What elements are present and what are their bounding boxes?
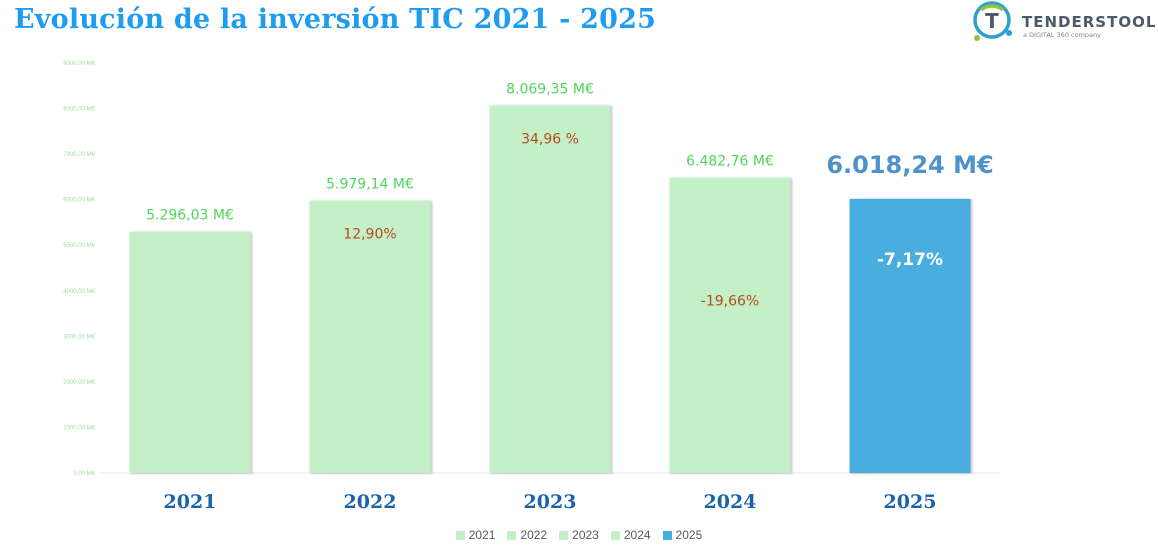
legend-label: 2022: [520, 528, 548, 542]
bars: 5.296,03 M€ 2021 5.979,14 M€ 12,90% 2022 8.06…: [129, 81, 994, 513]
y-tick-label: 5000,00 M€: [63, 243, 95, 249]
y-tick-label: 9000,00 M€: [63, 61, 95, 67]
category-label-2025: 2025: [884, 491, 937, 513]
bar-2021: [129, 231, 251, 473]
change-label-2025: -7,17%: [877, 250, 943, 270]
y-tick-label: 6000,00 M€: [63, 198, 95, 204]
legend-label: 2023: [572, 528, 599, 542]
y-tick-label: 1000,00 M€: [63, 425, 95, 431]
category-label-2024: 2024: [704, 491, 757, 513]
y-tick-label: 0,00 M€: [73, 471, 95, 477]
y-tick-label: 8000,00 M€: [63, 107, 95, 113]
y-tick-label: 7000,00 M€: [63, 152, 95, 158]
value-label-2021: 5.296,03 M€: [146, 208, 234, 224]
bar-2022: [309, 200, 431, 474]
legend-entry-2022: 2022: [507, 528, 547, 542]
category-label-2021: 2021: [164, 491, 217, 513]
y-tick-label: 2000,00 M€: [63, 380, 95, 386]
logo-name: TENDERSTOOL: [1022, 13, 1156, 31]
y-tick-label: 4000,00 M€: [63, 289, 95, 295]
change-label-2023: 34,96 %: [521, 131, 579, 147]
legend-label: 2024: [623, 528, 651, 542]
legend-label: 2025: [675, 528, 703, 542]
category-label-2022: 2022: [344, 491, 397, 513]
legend-entry-2024: 2024: [610, 528, 651, 542]
legend-swatch: [662, 530, 672, 540]
svg-text:T: T: [985, 9, 999, 33]
value-label-2025: 6.018,24 M€: [826, 151, 993, 179]
legend-entry-2021: 2021: [455, 528, 496, 542]
legend-swatch: [610, 530, 620, 540]
chart-title: Evolución de la inversión TIC 2021 - 202…: [14, 4, 657, 35]
value-label-2024: 6.482,76 M€: [686, 154, 774, 170]
change-label-2024: -19,66%: [701, 294, 759, 310]
legend-label: 2021: [468, 528, 496, 542]
legend: 2021 2022 2023 2024 2025: [0, 526, 1158, 544]
value-label-2023: 8.069,35 M€: [506, 81, 594, 97]
value-label-2022: 5.979,14 M€: [326, 177, 414, 193]
y-axis: 0,00 M€ 1000,00 M€ 2000,00 M€ 3000,00 M€ 400…: [63, 61, 95, 477]
y-tick-label: 3000,00 M€: [63, 334, 95, 340]
legend-entry-2025: 2025: [662, 528, 703, 542]
logo-tagline: a DIGITAL 360 company: [1023, 31, 1101, 39]
legend-swatch: [507, 530, 517, 540]
bar-2025: [849, 198, 971, 473]
legend-swatch: [455, 530, 465, 540]
tenderstool-logo: T TENDERSTOOL a DIGITAL 360 company: [973, 1, 1156, 41]
legend-swatch: [559, 530, 569, 540]
change-label-2022: 12,90%: [343, 227, 396, 243]
category-label-2023: 2023: [524, 491, 577, 513]
bar-2024: [669, 177, 791, 474]
bar-2023: [489, 105, 611, 474]
legend-entry-2023: 2023: [559, 528, 599, 542]
